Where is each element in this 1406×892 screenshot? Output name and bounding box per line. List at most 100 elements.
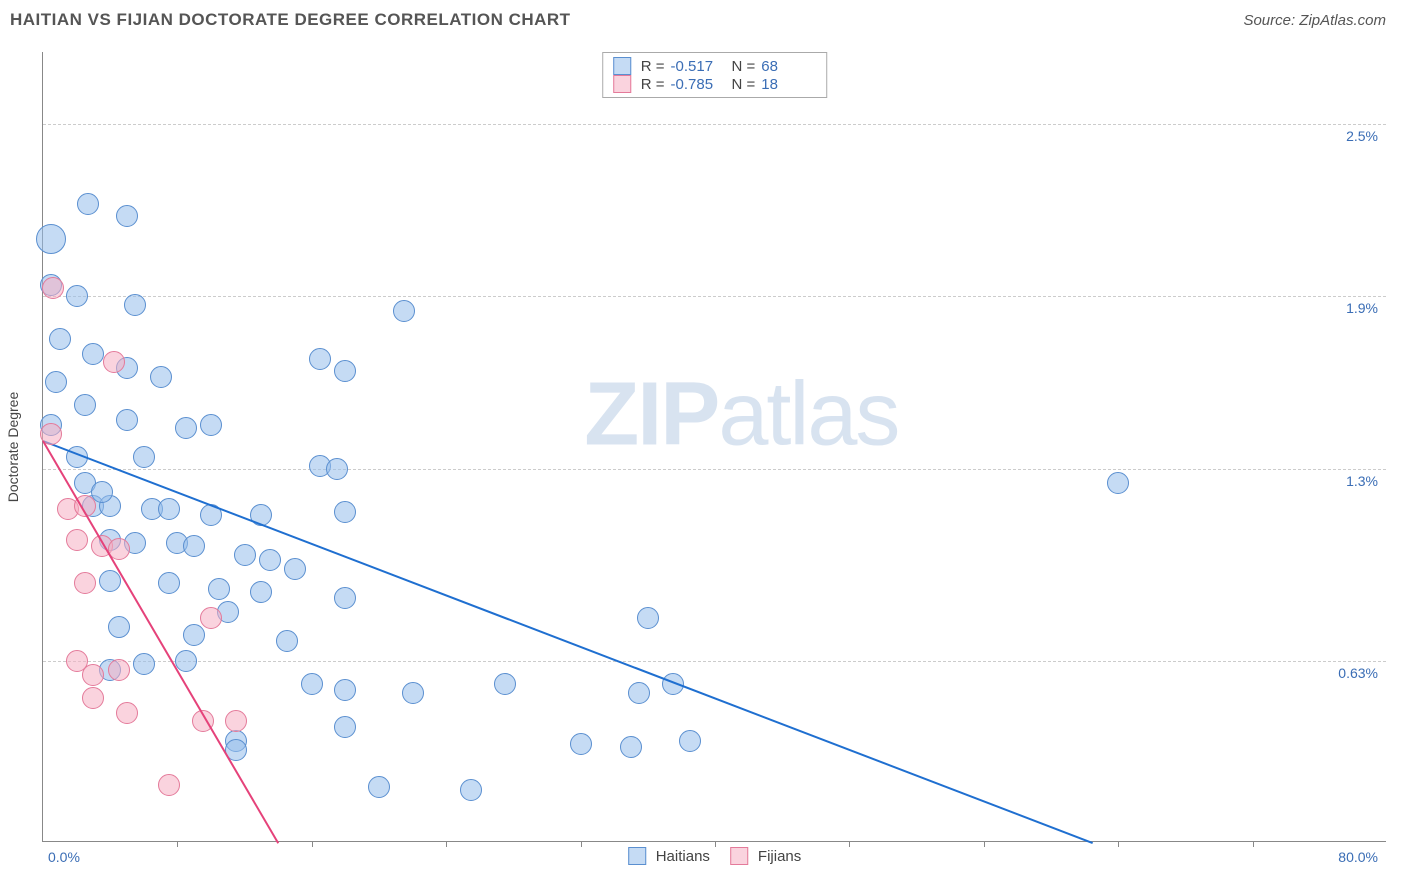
x-axis-min-label: 0.0%: [48, 849, 80, 865]
x-tick-mark: [849, 841, 850, 847]
data-point: [259, 549, 281, 571]
legend-item-fijians: Fijians: [730, 847, 801, 865]
data-point: [284, 558, 306, 580]
watermark-light: atlas: [718, 364, 898, 464]
legend-swatch-fijians: [730, 847, 748, 865]
data-point: [42, 277, 64, 299]
chart-header: HAITIAN VS FIJIAN DOCTORATE DEGREE CORRE…: [0, 0, 1406, 40]
data-point: [158, 774, 180, 796]
watermark-strong: ZIP: [584, 364, 718, 464]
data-point: [150, 366, 172, 388]
data-point: [637, 607, 659, 629]
data-point: [183, 624, 205, 646]
x-tick-mark: [446, 841, 447, 847]
data-point: [103, 351, 125, 373]
x-tick-mark: [581, 841, 582, 847]
data-point: [133, 446, 155, 468]
data-point: [116, 702, 138, 724]
data-point: [36, 224, 66, 254]
x-tick-mark: [984, 841, 985, 847]
data-point: [116, 205, 138, 227]
corr-n-value-fijians: 18: [761, 76, 816, 93]
data-point: [276, 630, 298, 652]
data-point: [82, 664, 104, 686]
corr-swatch-haitians: [613, 57, 631, 75]
series-legend: Haitians Fijians: [628, 847, 802, 865]
legend-label-fijians: Fijians: [758, 848, 801, 865]
x-tick-mark: [1253, 841, 1254, 847]
data-point: [66, 285, 88, 307]
data-point: [494, 673, 516, 695]
corr-n-label: N =: [732, 58, 756, 75]
data-point: [200, 414, 222, 436]
data-point: [183, 535, 205, 557]
y-axis-title: Doctorate Degree: [5, 391, 21, 502]
data-point: [99, 570, 121, 592]
correlation-legend: R = -0.517 N = 68 R = -0.785 N = 18: [602, 52, 828, 98]
legend-label-haitians: Haitians: [656, 848, 710, 865]
x-tick-mark: [312, 841, 313, 847]
y-tick-label: 1.3%: [1346, 473, 1378, 489]
gridline: [43, 469, 1386, 470]
data-point: [175, 417, 197, 439]
y-tick-label: 0.63%: [1338, 665, 1378, 681]
data-point: [402, 682, 424, 704]
y-tick-label: 2.5%: [1346, 128, 1378, 144]
data-point: [74, 394, 96, 416]
data-point: [234, 544, 256, 566]
y-tick-label: 1.9%: [1346, 300, 1378, 316]
corr-n-label: N =: [732, 76, 756, 93]
gridline: [43, 661, 1386, 662]
data-point: [200, 607, 222, 629]
data-point: [116, 409, 138, 431]
legend-swatch-haitians: [628, 847, 646, 865]
chart-title: HAITIAN VS FIJIAN DOCTORATE DEGREE CORRE…: [10, 10, 571, 30]
data-point: [45, 371, 67, 393]
corr-r-label: R =: [641, 58, 665, 75]
data-point: [570, 733, 592, 755]
corr-legend-row: R = -0.517 N = 68: [613, 57, 817, 75]
corr-r-value-fijians: -0.785: [671, 76, 726, 93]
corr-n-value-haitians: 68: [761, 58, 816, 75]
corr-r-value-haitians: -0.517: [671, 58, 726, 75]
gridline: [43, 124, 1386, 125]
data-point: [250, 581, 272, 603]
gridline: [43, 296, 1386, 297]
legend-item-haitians: Haitians: [628, 847, 710, 865]
data-point: [158, 498, 180, 520]
data-point: [49, 328, 71, 350]
data-point: [175, 650, 197, 672]
data-point: [334, 360, 356, 382]
data-point: [326, 458, 348, 480]
x-tick-mark: [715, 841, 716, 847]
data-point: [82, 687, 104, 709]
data-point: [133, 653, 155, 675]
data-point: [1107, 472, 1129, 494]
data-point: [108, 616, 130, 638]
data-point: [77, 193, 99, 215]
data-point: [334, 716, 356, 738]
data-point: [74, 572, 96, 594]
data-point: [628, 682, 650, 704]
data-point: [309, 348, 331, 370]
plot-region: ZIPatlas Doctorate Degree R = -0.517 N =…: [42, 52, 1386, 842]
x-tick-mark: [1118, 841, 1119, 847]
source-attribution: Source: ZipAtlas.com: [1243, 12, 1386, 29]
corr-legend-row: R = -0.785 N = 18: [613, 75, 817, 93]
chart-area: ZIPatlas Doctorate Degree R = -0.517 N =…: [42, 52, 1386, 842]
data-point: [82, 343, 104, 365]
data-point: [393, 300, 415, 322]
corr-swatch-fijians: [613, 75, 631, 93]
data-point: [368, 776, 390, 798]
data-point: [108, 659, 130, 681]
data-point: [334, 501, 356, 523]
data-point: [301, 673, 323, 695]
x-tick-mark: [177, 841, 178, 847]
data-point: [334, 679, 356, 701]
data-point: [225, 710, 247, 732]
data-point: [208, 578, 230, 600]
data-point: [124, 294, 146, 316]
data-point: [620, 736, 642, 758]
x-axis-max-label: 80.0%: [1338, 849, 1378, 865]
data-point: [158, 572, 180, 594]
